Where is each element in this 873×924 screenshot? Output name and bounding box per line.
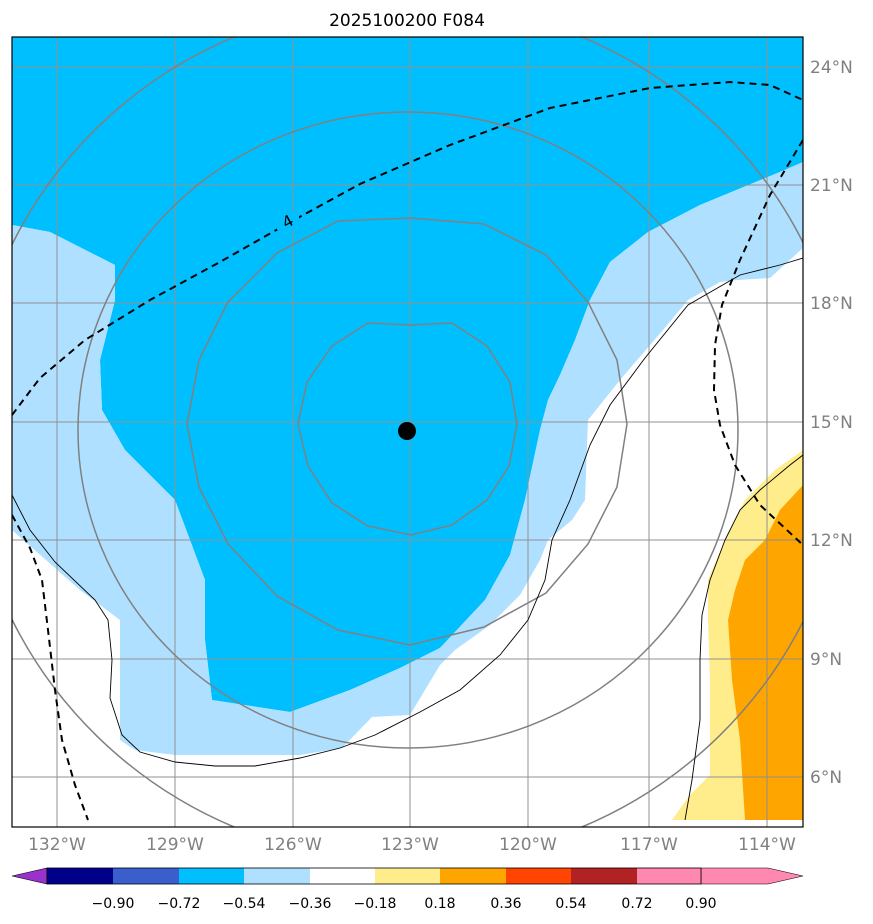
colorbar-tick-label: 0.90 — [685, 896, 716, 912]
lat-label: 9°N — [810, 650, 842, 670]
deep-anomaly-area — [12, 37, 803, 712]
thin-contour-east — [684, 454, 803, 821]
lat-label: 15°N — [810, 413, 853, 433]
map-panel: 4 — [12, 37, 803, 827]
longitude-axis: 132°W 129°W 126°W 123°W 120°W 117°W 114°… — [28, 835, 796, 855]
range-ring-1 — [297, 322, 518, 536]
colorbar: −0.90 −0.72 −0.54 −0.36 −0.18 0.18 0.36 … — [11, 867, 804, 912]
colorbar-tick-label: 0.18 — [424, 896, 455, 912]
colorbar-segment — [244, 868, 310, 884]
colorbar-segment — [179, 868, 244, 884]
lat-label: 21°N — [810, 176, 853, 196]
colorbar-extend-low — [11, 867, 48, 885]
colorbar-tick-label: −0.90 — [92, 896, 135, 912]
range-ring-3 — [77, 111, 739, 749]
colorbar-extend-high — [700, 867, 804, 885]
colorbar-outline — [46, 867, 702, 885]
colorbar-tick-label: −0.72 — [158, 896, 201, 912]
lat-label: 12°N — [810, 531, 853, 551]
map-title: 2025100200 F084 — [329, 11, 485, 31]
contour-label-bg — [277, 212, 299, 230]
colorbar-segment — [637, 868, 701, 884]
colorbar-tick-label: 0.72 — [621, 896, 652, 912]
lat-label: 6°N — [810, 768, 842, 788]
colorbar-segment — [571, 868, 637, 884]
dashed-contour-north — [12, 80, 803, 416]
colorbar-tick-label: 0.54 — [555, 896, 586, 912]
range-rings — [12, 37, 803, 827]
colorbar-segment — [506, 868, 571, 884]
colorbar-segment — [440, 868, 506, 884]
storm-center-marker — [398, 422, 416, 440]
dashed-contour-east — [712, 139, 803, 546]
colorbar-tick-label: 0.36 — [490, 896, 521, 912]
colorbar-segment — [310, 868, 375, 884]
range-ring-2 — [186, 217, 628, 646]
colorbar-tick-label: −0.36 — [289, 896, 332, 912]
lon-label: 126°W — [264, 835, 322, 855]
lon-label: 129°W — [146, 835, 204, 855]
lat-label: 18°N — [810, 294, 853, 314]
lon-label: 117°W — [620, 835, 678, 855]
lat-label: 24°N — [810, 58, 853, 78]
lon-label: 120°W — [499, 835, 557, 855]
dashed-contours — [12, 80, 803, 821]
lon-label: 123°W — [381, 835, 439, 855]
colorbar-segment — [47, 868, 113, 884]
latitude-axis: 24°N 21°N 18°N 15°N 12°N 9°N 6°N — [810, 58, 853, 788]
colorbar-segment — [375, 868, 440, 884]
lon-label: 132°W — [28, 835, 86, 855]
lon-label: 114°W — [738, 835, 796, 855]
colorbar-segment — [113, 868, 179, 884]
light-anomaly-area — [12, 162, 803, 755]
orange-anomaly-area — [728, 485, 803, 820]
graticule — [12, 37, 803, 827]
colorbar-tick-label: −0.18 — [354, 896, 397, 912]
colorbar-tick-label: −0.54 — [223, 896, 266, 912]
map-frame — [11, 36, 804, 828]
thin-contour-west — [12, 257, 803, 767]
